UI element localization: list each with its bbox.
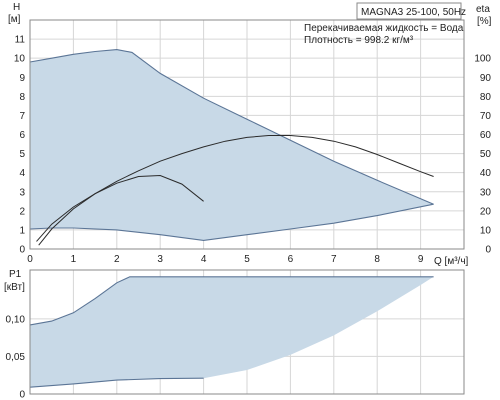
- eta-y-tick-label: 10: [480, 225, 492, 236]
- density-annotation: Плотность = 998.2 кг/м³: [304, 35, 414, 46]
- eta-y-tick-label: 100: [474, 54, 491, 65]
- head-y-tick-label: 4: [19, 168, 25, 179]
- x-tick-label: 3: [157, 254, 163, 265]
- x-tick-label: 0: [27, 254, 33, 265]
- x-tick-label: 6: [288, 254, 294, 265]
- head-y-tick-label: 6: [19, 130, 25, 141]
- x-tick-label: 8: [374, 254, 380, 265]
- head-plot: 0 1 2 3 4 5 6 7 8 9012345678910110102030405060708…: [14, 19, 492, 265]
- head-y-tick-label: 8: [19, 92, 25, 103]
- head-min-curve: [29, 203, 434, 241]
- x-tick-label: 2: [114, 254, 120, 265]
- efficiency-curve-1: [36, 174, 204, 242]
- head-envelope-area: [30, 49, 434, 241]
- efficiency-curve-2: [38, 135, 434, 246]
- eta-y-tick-label: 80: [480, 92, 492, 103]
- head-y-tick-label: 11: [15, 35, 26, 46]
- eta-y-tick-label: 70: [480, 111, 492, 122]
- power-y-tick-label: 0,10: [6, 314, 26, 325]
- eta-axis-label: eta: [476, 4, 490, 15]
- head-y-tick-label: 5: [19, 149, 25, 160]
- fluid-annotation: Перекачиваемая жидкость = Вода: [304, 23, 464, 34]
- eta-y-tick-label: 90: [480, 73, 492, 84]
- eta-y-tick-label: 0: [485, 245, 491, 256]
- power-max-curve: [29, 276, 434, 326]
- head-plot-frame: [29, 19, 465, 250]
- head-y-tick-label: 7: [19, 111, 25, 122]
- head-y-tick-label: 3: [19, 187, 25, 198]
- power-plot: 0 0,05 0,10: [6, 269, 465, 400]
- head-y-tick-label: 1: [19, 225, 25, 236]
- flow-axis-label: Q [м³/ч]: [434, 256, 469, 267]
- power-min-curve: [29, 377, 204, 388]
- eta-y-tick-label: 20: [480, 206, 492, 217]
- eta-y-tick-label: 40: [480, 168, 492, 179]
- x-tick-label: 5: [244, 254, 250, 265]
- head-axis-unit: [м]: [8, 14, 21, 25]
- chart-title: MAGNA3 25-100, 50Hz: [361, 7, 466, 18]
- head-y-tick-label: 10: [14, 54, 26, 65]
- head-y-tick-label: 2: [19, 206, 25, 217]
- power-envelope-area: [30, 276, 434, 388]
- x-tick-label: 1: [71, 254, 77, 265]
- head-y-tick-label: 9: [19, 73, 25, 84]
- power-y-tick-label: 0: [19, 390, 25, 400]
- head-axis-label: H: [13, 2, 20, 13]
- power-y-tick-label: 0,05: [6, 352, 26, 363]
- x-tick-label: 7: [331, 254, 337, 265]
- x-tick-label: 4: [201, 254, 207, 265]
- eta-axis-unit: [%]: [477, 16, 492, 27]
- head-max-curve: [29, 49, 434, 205]
- eta-y-tick-label: 60: [480, 130, 492, 141]
- title-box: [356, 2, 462, 20]
- head-y-tick-label: 0: [19, 245, 25, 256]
- power-axis-unit: [кВт]: [4, 282, 25, 293]
- eta-y-tick-label: 30: [480, 187, 492, 198]
- power-axis-label: P1: [9, 269, 22, 280]
- x-tick-label: 9: [418, 254, 424, 265]
- eta-y-tick-label: 50: [480, 149, 492, 160]
- power-plot-frame: [29, 269, 465, 395]
